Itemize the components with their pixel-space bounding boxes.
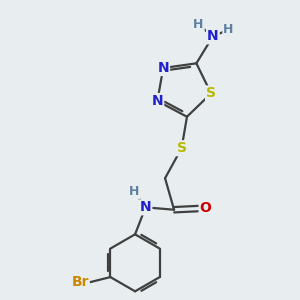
Text: N: N (207, 29, 219, 43)
Text: N: N (152, 94, 163, 108)
Text: N: N (158, 61, 169, 75)
Text: H: H (129, 185, 140, 198)
Text: Br: Br (71, 275, 89, 290)
Text: H: H (223, 23, 234, 36)
Text: H: H (193, 18, 204, 32)
Text: N: N (140, 200, 152, 214)
Text: S: S (206, 86, 216, 100)
Text: S: S (177, 141, 187, 155)
Text: O: O (200, 201, 211, 215)
